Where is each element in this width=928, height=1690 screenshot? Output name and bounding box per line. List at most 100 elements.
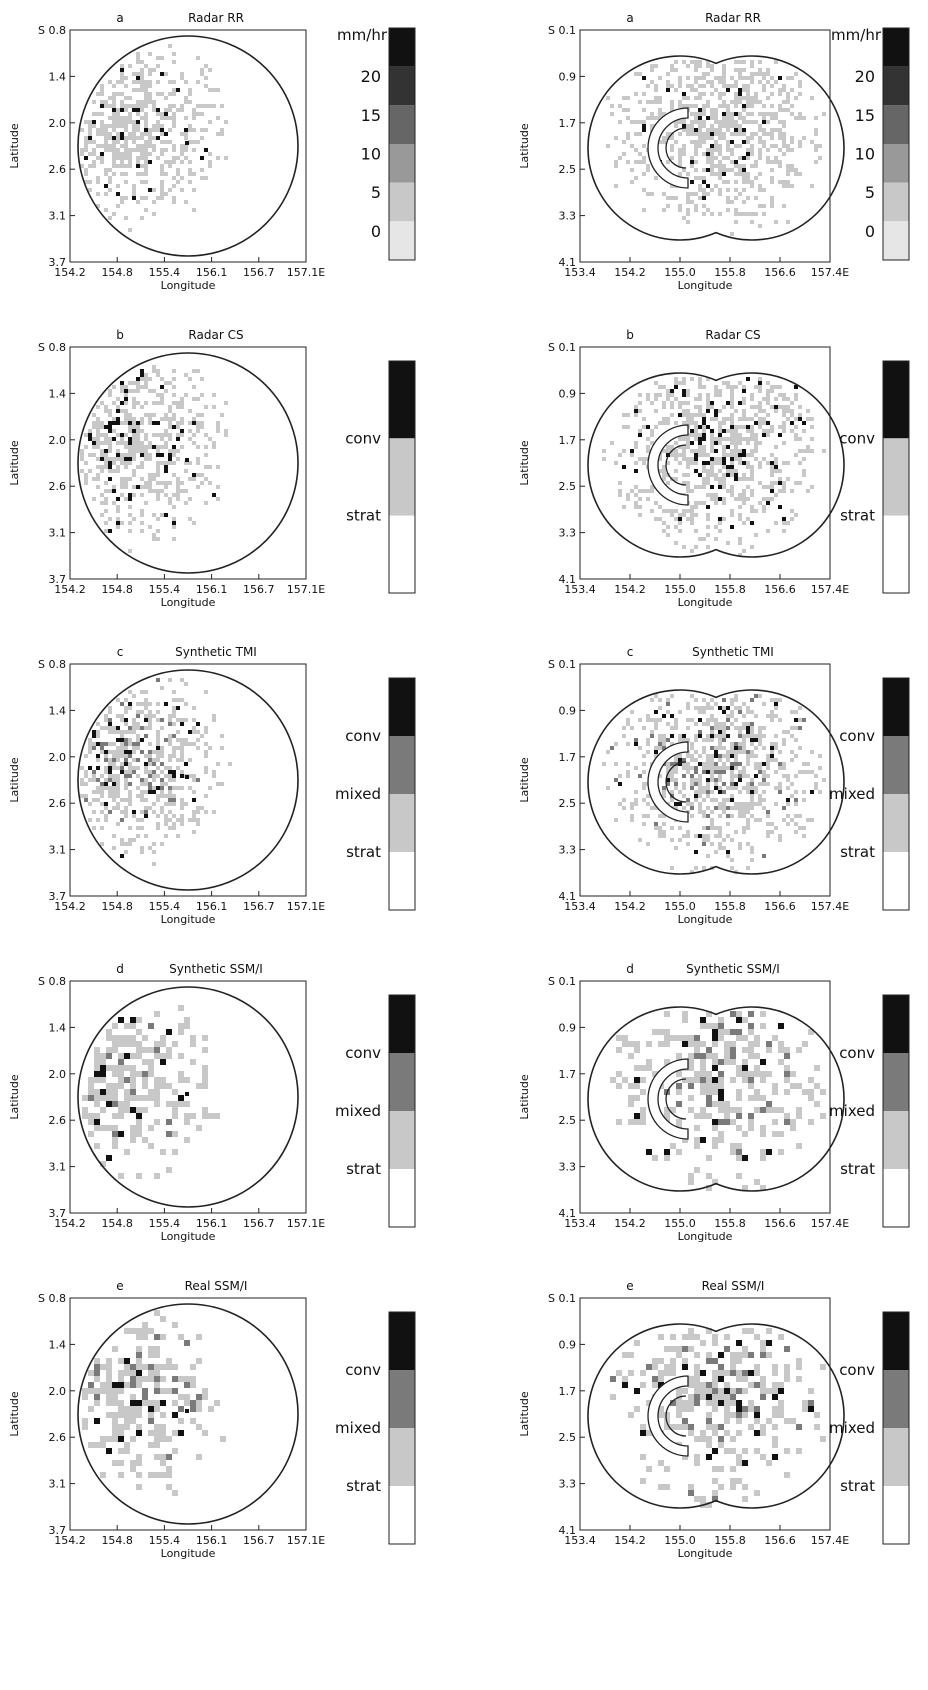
field-cell xyxy=(116,184,120,188)
field-cell xyxy=(196,1424,202,1430)
field-cell xyxy=(814,116,818,120)
field-cell xyxy=(196,1334,202,1340)
field-cell xyxy=(688,1107,694,1113)
field-cell xyxy=(682,120,686,124)
field-cell xyxy=(718,734,722,738)
field-cell xyxy=(166,1083,172,1089)
field-cell xyxy=(132,196,136,200)
field-cell xyxy=(686,842,690,846)
field-cell xyxy=(798,481,802,485)
blocked-sector-arc xyxy=(647,741,689,823)
field-cell xyxy=(778,766,782,770)
field-cell xyxy=(734,726,738,730)
field-cell xyxy=(106,1155,112,1161)
field-cell xyxy=(626,136,630,140)
field-cell xyxy=(128,148,132,152)
field-cell xyxy=(702,834,706,838)
field-cell xyxy=(742,88,746,92)
legend-category-label: conv xyxy=(839,429,875,447)
field-cell xyxy=(148,806,152,810)
field-cell xyxy=(208,746,212,750)
field-cell xyxy=(778,405,782,409)
x-tick-label: 156.6 xyxy=(764,583,796,596)
plot-frame xyxy=(69,29,307,263)
field-cell xyxy=(766,822,770,826)
field-cell xyxy=(188,786,192,790)
field-cell xyxy=(634,413,638,417)
field-cell xyxy=(104,718,108,722)
x-tick-label: 155.8 xyxy=(714,583,746,596)
field-cell xyxy=(808,1089,814,1095)
y-axis-label: Latitude xyxy=(8,123,21,169)
field-cell xyxy=(766,433,770,437)
field-cell xyxy=(742,1376,748,1382)
field-cell xyxy=(794,72,798,76)
legend-frame xyxy=(882,27,910,261)
field-cell xyxy=(124,76,128,80)
field-cell xyxy=(116,517,120,521)
field-cell xyxy=(144,124,148,128)
field-cell xyxy=(634,1340,640,1346)
legend-category-swatch xyxy=(389,1370,415,1428)
field-cell xyxy=(746,180,750,184)
field-cell xyxy=(658,1484,664,1490)
field-cell xyxy=(676,1400,682,1406)
y-tick-label: 4.1 xyxy=(559,890,577,903)
field-cell xyxy=(100,493,104,497)
field-cell xyxy=(726,766,730,770)
field-cell xyxy=(690,746,694,750)
field-cell xyxy=(760,1352,766,1358)
field-cell xyxy=(722,485,726,489)
field-cell xyxy=(722,104,726,108)
field-cell xyxy=(664,1149,670,1155)
field-cell xyxy=(116,726,120,730)
field-cell xyxy=(786,108,790,112)
field-cell xyxy=(718,160,722,164)
field-cell xyxy=(176,481,180,485)
field-cell xyxy=(748,1328,754,1334)
field-cell xyxy=(638,72,642,76)
field-cell xyxy=(758,140,762,144)
field-cell xyxy=(718,433,722,437)
field-cell xyxy=(168,421,172,425)
field-cell xyxy=(638,409,642,413)
radar-site-marker xyxy=(185,1409,189,1413)
field-cell xyxy=(676,1071,682,1077)
field-cell xyxy=(760,1382,766,1388)
field-cell xyxy=(654,176,658,180)
field-cell xyxy=(726,726,730,730)
field-cell xyxy=(200,136,204,140)
field-cell xyxy=(738,778,742,782)
field-cell xyxy=(774,826,778,830)
field-cell xyxy=(144,698,148,702)
field-cell xyxy=(82,1394,88,1400)
field-cell xyxy=(84,461,88,465)
field-cell xyxy=(124,144,128,148)
field-cell xyxy=(734,425,738,429)
field-cell xyxy=(156,445,160,449)
field-cell xyxy=(192,108,196,112)
field-cell xyxy=(144,104,148,108)
field-cell xyxy=(112,124,116,128)
field-cell xyxy=(754,790,758,794)
field-cell xyxy=(718,429,722,433)
legend-category-swatch xyxy=(389,1486,415,1544)
field-cell xyxy=(172,722,176,726)
field-cell xyxy=(136,148,140,152)
field-cell xyxy=(736,1358,742,1364)
field-cell xyxy=(184,132,188,136)
field-cell xyxy=(616,1071,622,1077)
field-cell xyxy=(694,449,698,453)
field-cell xyxy=(82,1418,88,1424)
field-cell xyxy=(132,810,136,814)
field-cell xyxy=(766,766,770,770)
field-cell xyxy=(698,786,702,790)
field-cell xyxy=(766,1047,772,1053)
field-cell xyxy=(184,156,188,160)
field-cell xyxy=(116,698,120,702)
field-cell xyxy=(666,766,670,770)
field-cell xyxy=(132,814,136,818)
field-cell xyxy=(690,766,694,770)
field-cell xyxy=(730,1059,736,1065)
field-cell xyxy=(690,120,694,124)
